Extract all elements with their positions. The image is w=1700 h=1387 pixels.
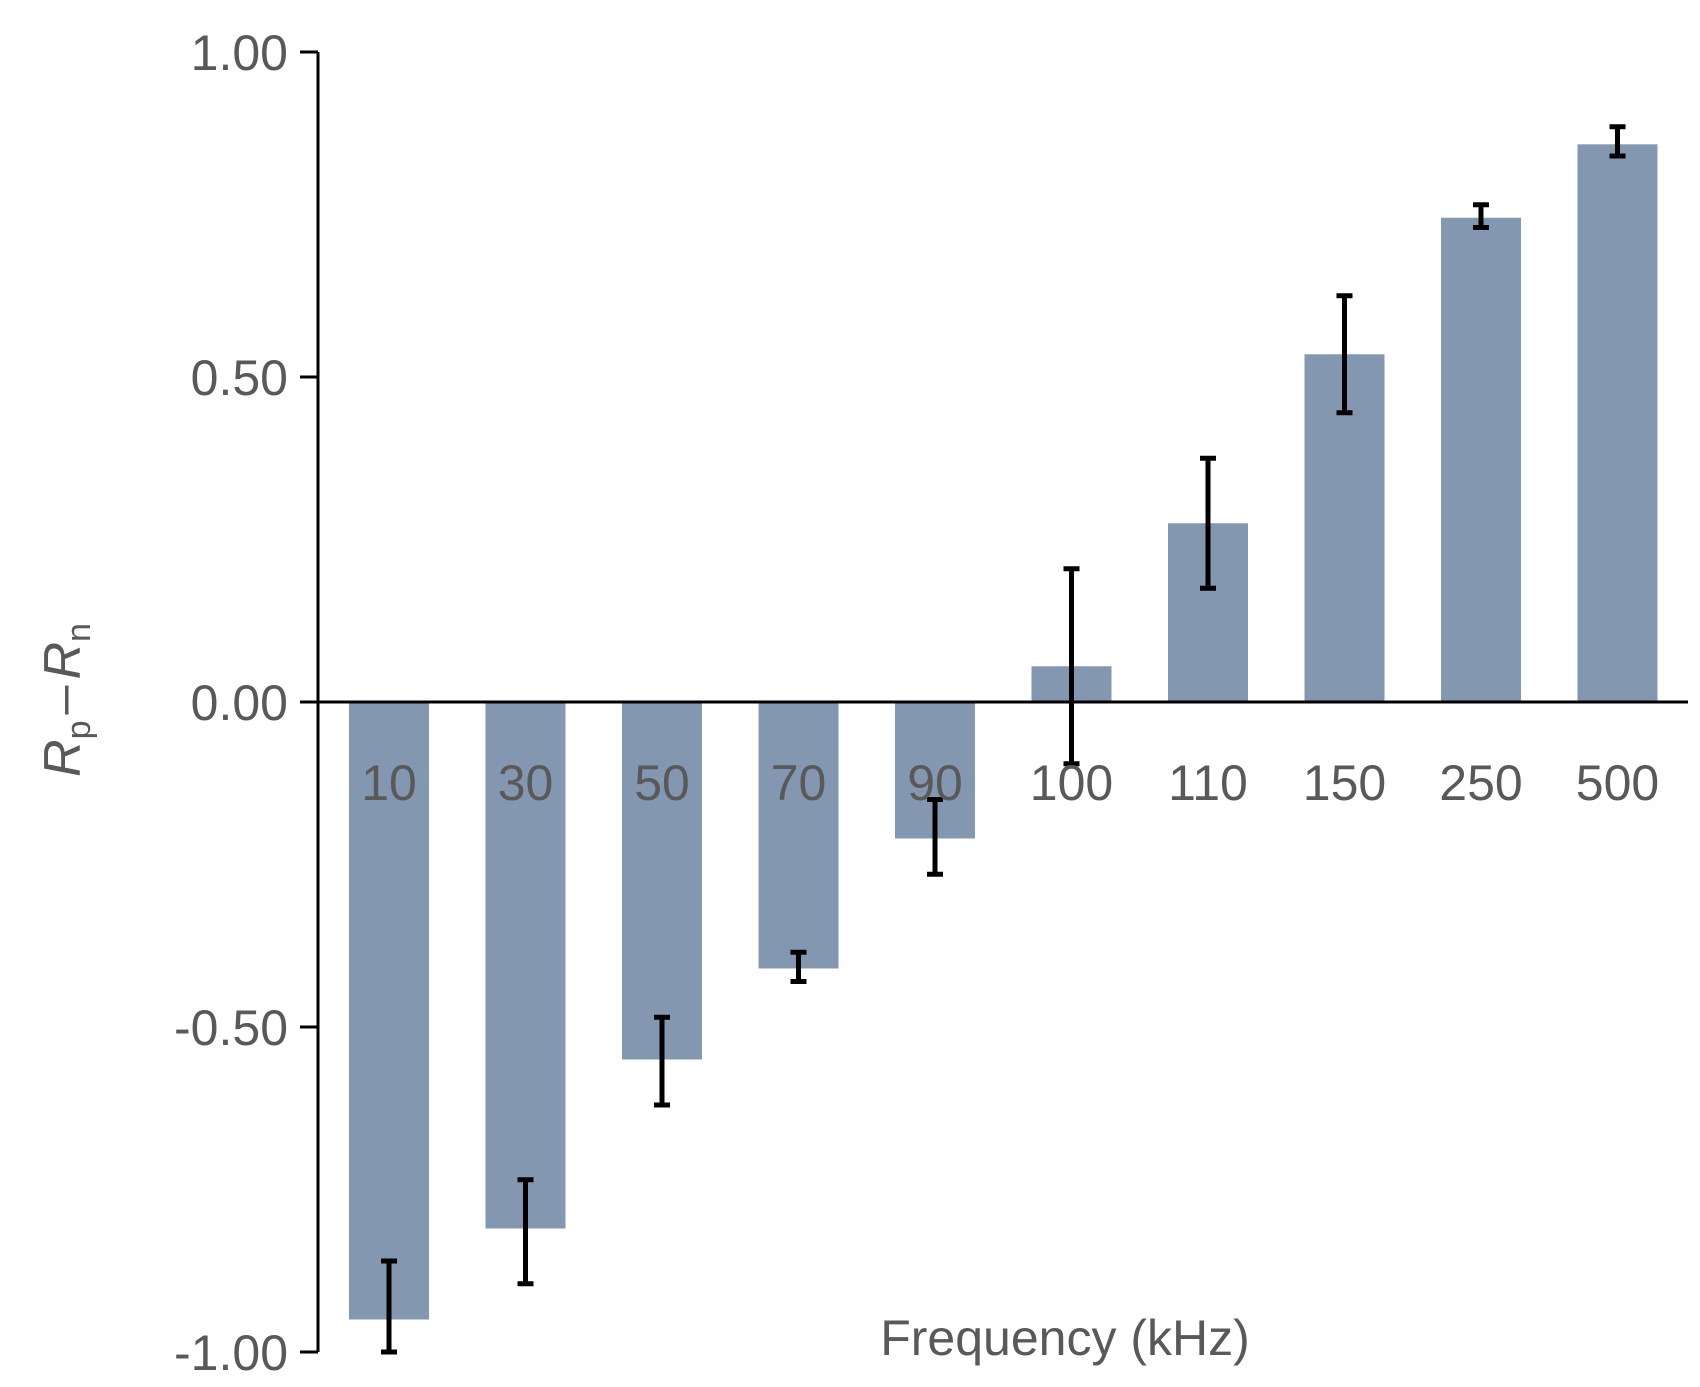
bar-70	[758, 702, 839, 969]
x-category-label: 90	[907, 755, 963, 811]
y-axis-title: Rp – Rn	[34, 623, 98, 777]
bar-10	[349, 702, 429, 1320]
x-category-label: 250	[1439, 755, 1522, 811]
error-bar-100	[1063, 566, 1080, 767]
y-tick-label: 1.00	[191, 25, 288, 81]
error-bars-layer	[381, 124, 1626, 1355]
error-bar-70	[790, 949, 807, 984]
y-axis-title-var1: R	[34, 739, 92, 777]
error-bar-90	[927, 797, 943, 877]
y-tick-label: -0.50	[174, 1000, 288, 1056]
bar-30	[485, 702, 566, 1229]
y-axis-title-dash: –	[34, 685, 92, 714]
y-tick-label: -1.00	[174, 1325, 288, 1381]
error-bar-50	[654, 1014, 670, 1108]
y-tick-label: 0.00	[191, 675, 288, 731]
error-bar-150	[1336, 293, 1353, 416]
x-category-label: 50	[634, 755, 690, 811]
x-axis-title: Frequency (kHz)	[880, 1310, 1250, 1366]
x-category-label: 100	[1030, 755, 1113, 811]
x-category-label: 30	[498, 755, 554, 811]
y-axis-title-sub1: p	[60, 720, 98, 739]
error-bar-500	[1609, 124, 1626, 159]
error-bar-10	[381, 1258, 397, 1355]
x-category-label: 10	[361, 755, 417, 811]
bar-250	[1441, 217, 1521, 702]
bar-50	[622, 702, 702, 1060]
x-category-label: 150	[1303, 755, 1386, 811]
x-category-label: 500	[1576, 755, 1659, 811]
axes-layer	[300, 50, 1688, 1354]
x-category-label: 70	[771, 755, 827, 811]
error-bar-250	[1473, 202, 1489, 230]
bars-layer	[349, 144, 1658, 1320]
bar-500	[1577, 144, 1658, 703]
labels-layer: 1.00 0.50 0.00 -0.50 -1.00 10 30 50 70 90 100 110 15…	[174, 25, 1659, 1381]
error-bar-110	[1200, 455, 1216, 591]
y-tick-label: 0.50	[191, 350, 288, 406]
y-axis-title-var2: R	[34, 642, 92, 680]
y-axis-title-sub2: n	[60, 623, 98, 642]
x-category-label: 110	[1168, 755, 1248, 811]
error-bar-30	[517, 1177, 534, 1287]
